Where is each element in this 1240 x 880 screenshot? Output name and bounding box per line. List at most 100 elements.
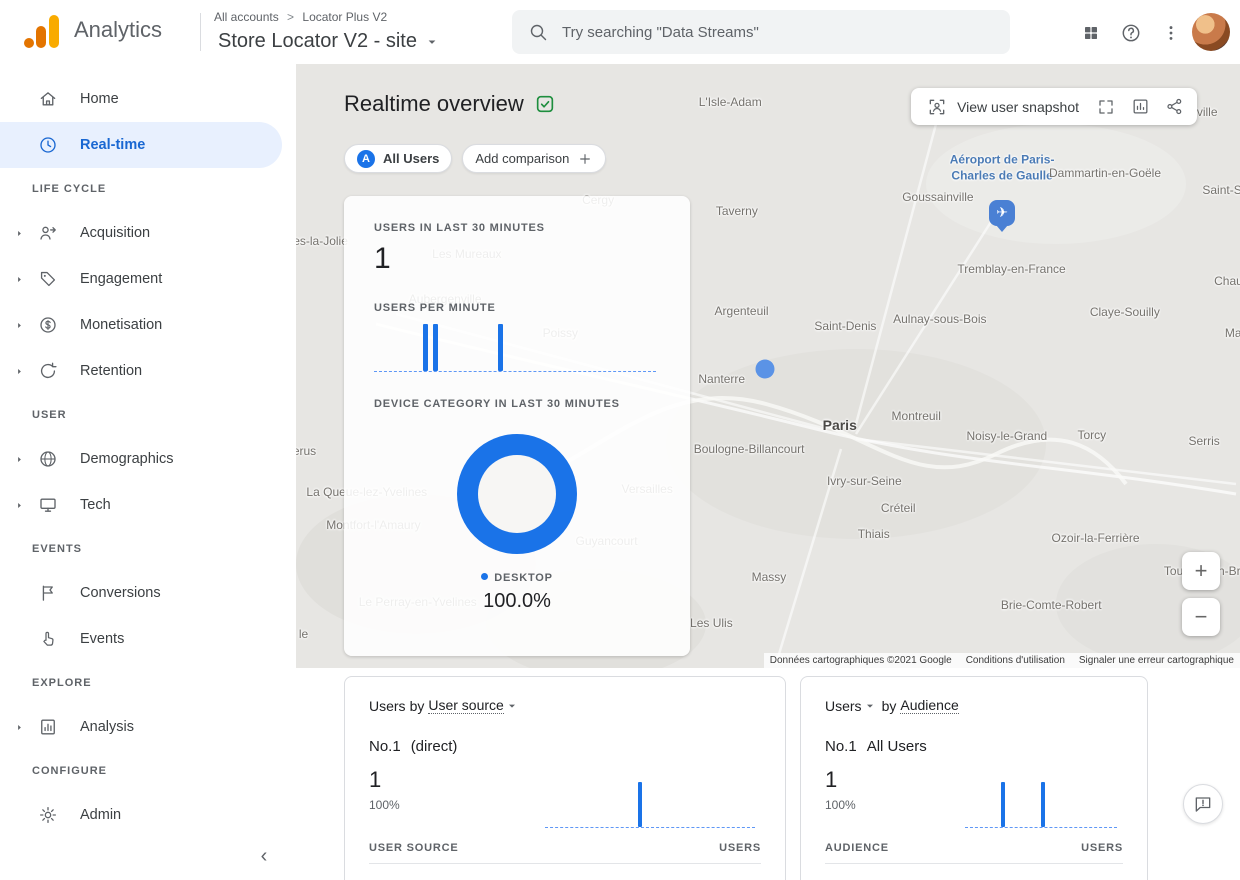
spark-slot: [412, 324, 421, 371]
sidebar-item-monetisation[interactable]: Monetisation: [0, 302, 282, 348]
sidebar-item-label: Admin: [80, 807, 122, 823]
spark-slot: [664, 782, 671, 827]
metric-dropdown[interactable]: Users: [825, 698, 878, 714]
sidebar-item-conversions[interactable]: Conversions: [0, 570, 282, 616]
logo-dot: [24, 38, 34, 48]
map-label: Montreuil: [891, 409, 941, 424]
spark-slot: [622, 782, 629, 827]
spark-slot: [600, 324, 609, 371]
sidebar-section-lifecycle: LIFE CYCLE: [32, 183, 107, 195]
map-label: Paris: [822, 417, 857, 434]
top-entry-name: All Users: [866, 738, 927, 755]
sidebar-item-acquisition[interactable]: Acquisition: [0, 210, 282, 256]
chevron-down-icon: [504, 698, 520, 714]
all-users-badge: A: [357, 149, 375, 168]
sidebar-nav: Home Real-time LIFE CYCLE Acquisition En…: [0, 64, 296, 880]
top-entry-percent: 100%: [369, 798, 400, 812]
avatar[interactable]: [1192, 13, 1230, 51]
zoom-out-button[interactable]: −: [1182, 598, 1220, 636]
spark-slot: [402, 324, 411, 371]
zoom-in-button[interactable]: +: [1182, 552, 1220, 590]
chevron-down-icon: [423, 33, 441, 51]
more-options-button[interactable]: [1152, 14, 1190, 52]
terms-link[interactable]: Conditions d'utilisation: [965, 655, 1065, 666]
map-label: Aulnay-sous-Bois: [893, 311, 987, 326]
demographics-icon: [38, 449, 58, 469]
spark-slot: [545, 782, 552, 827]
map-label: Ivry-sur-Seine: [826, 473, 902, 488]
spark-slot: [553, 324, 562, 371]
source-sparkline-chart: [545, 782, 755, 828]
top-entry-value: 1: [369, 767, 382, 792]
spark-slot: [650, 782, 657, 827]
spark-slot: [692, 782, 699, 827]
sidebar-item-home[interactable]: Home: [0, 76, 282, 122]
spark-slot: [741, 782, 748, 827]
spark-slot: [671, 782, 678, 827]
sidebar-item-tech[interactable]: Tech: [0, 482, 282, 528]
realtime-summary-card: USERS IN LAST 30 MINUTES 1 USERS PER MIN…: [344, 196, 690, 656]
airplane-icon: ✈: [996, 204, 1008, 221]
column-right: USERS: [719, 842, 761, 854]
chart-view-button[interactable]: [1123, 88, 1157, 125]
spark-slot: [552, 782, 559, 827]
expand-caret-icon: [14, 228, 25, 239]
fullscreen-button[interactable]: [1089, 88, 1123, 125]
property-selector[interactable]: Store Locator V2 - site: [212, 26, 447, 57]
map-label: Boulogne-Billancourt: [693, 441, 805, 456]
spark-slot: [734, 782, 741, 827]
map-canvas[interactable]: L'Isle-AdamFossesLe Plessis-BellevilleAé…: [296, 64, 1240, 668]
dimension-label[interactable]: Audience: [900, 697, 959, 714]
users-by-audience-card: Users by Audience No.1 All Users 1 100% …: [800, 676, 1148, 880]
card-top-row: No.1 (direct) 1 100%: [369, 738, 761, 830]
chart-frame-icon: [1131, 97, 1150, 116]
view-user-snapshot-button[interactable]: View user snapshot: [917, 88, 1089, 125]
sidebar-section-configure: CONFIGURE: [32, 765, 107, 777]
spark-slot: [580, 782, 587, 827]
add-comparison-button[interactable]: Add comparison: [462, 144, 607, 173]
spark-bar: [432, 324, 438, 371]
sidebar-item-label: Conversions: [80, 585, 161, 601]
dimension-dropdown[interactable]: User source: [428, 697, 519, 714]
apps-grid-button[interactable]: [1072, 14, 1110, 52]
map-label: Brie-Comte-Robert: [1000, 598, 1102, 613]
spark-slot: [383, 324, 392, 371]
device-category-label: DEVICE CATEGORY IN LAST 30 MINUTES: [374, 398, 620, 410]
report-error-link[interactable]: Signaler une erreur cartographique: [1078, 655, 1234, 666]
help-button[interactable]: [1112, 14, 1150, 52]
all-users-chip[interactable]: A All Users: [344, 144, 453, 173]
spark-bar: [1041, 782, 1046, 827]
map-label: Tremblay-en-France: [957, 261, 1066, 276]
map-label: Claye-Souilly: [1089, 305, 1160, 320]
sidebar-item-admin[interactable]: Admin: [0, 792, 282, 838]
sidebar-item-analysis[interactable]: Analysis: [0, 704, 282, 750]
sidebar-section-user: USER: [32, 409, 67, 421]
collecting-status-icon: [534, 93, 556, 115]
spark-slot: [581, 324, 590, 371]
sidebar-collapse-button[interactable]: ‹: [260, 844, 268, 867]
map-label: le: [298, 626, 309, 641]
active-user-dot: [755, 359, 775, 379]
sidebar-item-events[interactable]: Events: [0, 616, 282, 662]
search-input[interactable]: [562, 23, 994, 41]
feedback-button[interactable]: [1183, 784, 1223, 824]
spark-bar: [1000, 782, 1005, 827]
page-title-row: Realtime overview: [344, 91, 556, 117]
map-attribution: Données cartographiques ©2021 Google Con…: [763, 653, 1240, 668]
map-label: Dammartin-en-Goële: [1048, 165, 1162, 180]
share-button[interactable]: [1157, 88, 1191, 125]
analytics-logo[interactable]: [22, 12, 62, 52]
dimension-label: User source: [428, 697, 504, 714]
column-left: AUDIENCE: [825, 842, 889, 854]
sidebar-item-realtime[interactable]: Real-time: [0, 122, 282, 168]
sidebar-item-demographics[interactable]: Demographics: [0, 436, 282, 482]
spark-slot: [590, 324, 599, 371]
global-search: [512, 10, 1010, 54]
card-top-row: No.1 All Users 1 100%: [825, 738, 1123, 830]
sidebar-item-engagement[interactable]: Engagement: [0, 256, 282, 302]
column-left: USER SOURCE: [369, 842, 459, 854]
sidebar-item-retention[interactable]: Retention: [0, 348, 282, 394]
spark-slot: [678, 782, 685, 827]
view-user-snapshot-label: View user snapshot: [957, 98, 1079, 115]
